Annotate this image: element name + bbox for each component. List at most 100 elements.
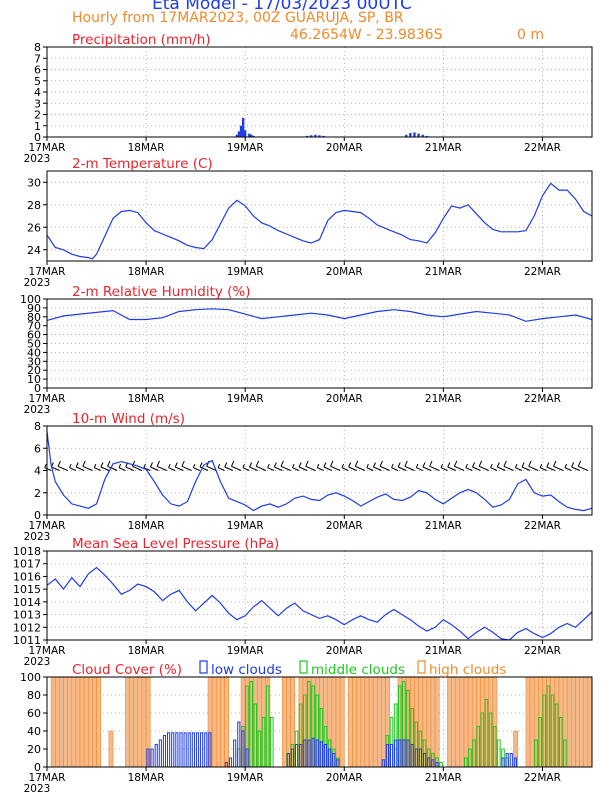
x-tick-label: 18MAR (128, 142, 165, 154)
x-tick-label: 22MAR (524, 520, 561, 532)
wind-barb (323, 466, 333, 471)
precip-bar (409, 133, 412, 137)
high-cloud-bar (356, 676, 362, 768)
wind-barb (280, 460, 284, 467)
middle-cloud-bar (497, 739, 501, 768)
high-cloud-bar (125, 676, 130, 768)
wind-barb (118, 467, 126, 471)
legend-label-high: high clouds (429, 662, 506, 678)
panel-title: 2-m Relative Humidity (%) (72, 284, 251, 300)
panel-title: Mean Sea Level Pressure (hPa) (72, 536, 279, 552)
panel-frame (46, 550, 593, 641)
wind-line (46, 431, 593, 512)
wind-barb (57, 460, 61, 467)
wind-barb (274, 466, 283, 471)
x-year-label: 2023 (24, 783, 51, 792)
high-cloud-bar (108, 730, 114, 768)
wind-barb (242, 467, 250, 471)
high-cloud-bar (583, 676, 589, 768)
low-cloud-bar (501, 757, 505, 768)
panel-title: Cloud Cover (%) (72, 662, 182, 678)
x-year-label: 2023 (24, 404, 51, 416)
high-cloud-bar (377, 676, 382, 768)
high-cloud-bar (529, 676, 535, 768)
high-cloud-bar (368, 676, 374, 768)
low-cloud-bar (389, 744, 394, 768)
precip-bar (417, 133, 420, 137)
wind-barb (118, 463, 122, 468)
y-tick-label: 1018 (13, 545, 41, 558)
low-cloud-bar (175, 732, 179, 768)
high-cloud-bar (75, 676, 81, 768)
precip-bar (241, 117, 245, 137)
x-tick-label: 17MAR (29, 772, 66, 784)
wind-barb (391, 463, 394, 468)
wind-barb (366, 463, 369, 468)
location-coords: 46.2654W - 23.9836S (290, 27, 443, 43)
high-cloud-bar (96, 676, 101, 768)
wind-barb (546, 466, 556, 471)
wind-barb (571, 466, 580, 471)
wind-barb (355, 465, 366, 471)
y-tick-label: 1016 (13, 570, 41, 583)
x-tick-label: 17MAR (29, 645, 66, 657)
wind-barb (379, 460, 383, 467)
wind-barb (330, 460, 334, 467)
high-cloud-bar (63, 676, 68, 768)
high-cloud-bar (575, 676, 580, 768)
wind-barb (440, 463, 444, 468)
high-cloud-bar (54, 676, 60, 768)
wind-barb (75, 462, 79, 468)
y-tick-label: 70 (27, 320, 41, 333)
wind-barb (546, 462, 550, 468)
high-cloud-bar (220, 676, 225, 768)
wind-barb (539, 463, 543, 468)
wind-barb (564, 467, 572, 471)
x-tick-label: 20MAR (326, 645, 363, 657)
wind-barb (305, 460, 309, 467)
y-tick-label: 4 (34, 465, 41, 478)
wind-barb (280, 465, 291, 471)
wind-barb (348, 462, 352, 468)
high-cloud-bar (434, 676, 440, 768)
x-tick-label: 21MAR (425, 142, 462, 154)
x-tick-label: 22MAR (524, 645, 561, 657)
high-cloud-bar (447, 676, 452, 768)
x-tick-label: 19MAR (227, 772, 264, 784)
y-tick-label: 50 (27, 338, 41, 351)
middle-cloud-bar (439, 762, 443, 768)
wind-barb (564, 463, 568, 468)
high-cloud-bar (137, 676, 143, 768)
low-cloud-bar (171, 732, 175, 768)
y-tick-label: 80 (27, 311, 41, 324)
precip-bar (413, 132, 416, 137)
wind-barb (354, 460, 359, 467)
high-cloud-bar (67, 676, 73, 768)
wind-barb (192, 463, 196, 468)
high-cloud-bar (133, 676, 139, 768)
y-tick-label: 0 (34, 382, 41, 395)
high-cloud-bar (224, 676, 229, 768)
wind-barb (168, 467, 176, 471)
x-tick-label: 21MAR (425, 266, 462, 278)
legend-swatch-low (199, 660, 208, 674)
location-elevation: 0 m (517, 27, 544, 43)
high-cloud-bar (211, 676, 217, 768)
wind-barb (496, 462, 500, 468)
precip-bar (250, 134, 253, 137)
x-tick-label: 17MAR (29, 393, 66, 405)
wind-barb (143, 463, 146, 468)
wind-barb (298, 466, 308, 471)
precip-bar (405, 134, 408, 137)
panel-frame (46, 170, 593, 262)
y-tick-label: 6 (34, 442, 41, 455)
wind-barb (577, 460, 582, 467)
wind-barb (193, 467, 200, 471)
low-cloud-bar (154, 744, 158, 768)
low-cloud-bar (200, 732, 204, 768)
x-year-label: 2023 (24, 277, 51, 289)
high-cloud-bar (381, 676, 386, 768)
wind-barb (472, 466, 481, 471)
wind-barb (404, 465, 415, 471)
wind-barb (478, 465, 489, 471)
